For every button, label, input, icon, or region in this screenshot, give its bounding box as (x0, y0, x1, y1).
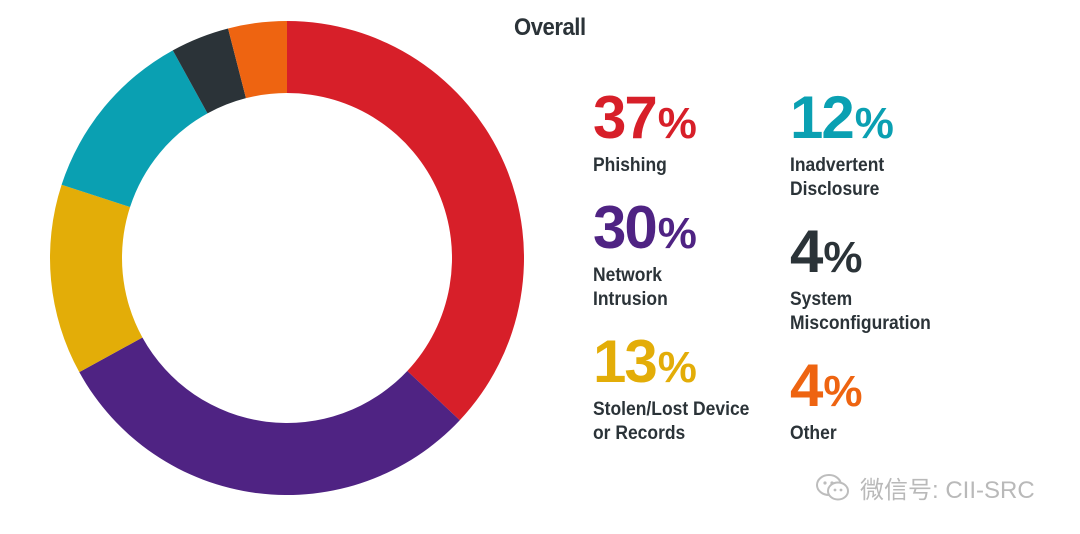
legend-value-inadvertent-disclosure: 12 (790, 84, 855, 151)
donut-slice-other (228, 21, 287, 99)
legend-label-network-intrusion: Network Intrusion (593, 265, 668, 310)
legend-label-other: Other (790, 423, 837, 444)
legend-item-other: 4% Other (790, 356, 863, 446)
legend-label-phishing: Phishing (593, 155, 667, 176)
percent-sign: % (823, 233, 863, 282)
chart-title: Overall (514, 14, 586, 41)
wechat-icon (816, 473, 849, 500)
percent-sign: % (854, 99, 894, 148)
watermark: 微信号: CII-SRC (816, 470, 1035, 505)
percent-sign: % (657, 343, 697, 392)
donut-chart (50, 21, 524, 495)
percent-sign: % (657, 209, 697, 258)
legend-label-stolen-lost-device: Stolen/Lost Device or Records (593, 399, 750, 444)
percent-sign: % (823, 367, 863, 416)
legend-item-inadvertent-disclosure: 12% Inadvertent Disclosure (790, 88, 894, 202)
legend-value-phishing: 37 (593, 84, 658, 151)
donut-slice-network-intrusion (79, 337, 460, 495)
donut-slice-system-misconfiguration (172, 28, 246, 114)
legend-value-network-intrusion: 30 (593, 194, 658, 261)
percent-sign: % (657, 99, 697, 148)
donut-slice-inadvertent-disclosure (61, 50, 208, 208)
donut-slice-phishing (287, 21, 524, 421)
legend-value-other: 4 (790, 352, 823, 419)
donut-slice-stolen-lost-device (50, 184, 143, 373)
legend-item-phishing: 37% Phishing (593, 88, 697, 178)
legend-label-system-misconfiguration: System Misconfiguration (790, 289, 931, 334)
legend-value-system-misconfiguration: 4 (790, 218, 823, 285)
legend-label-inadvertent-disclosure: Inadvertent Disclosure (790, 155, 885, 200)
legend-value-stolen-lost-device: 13 (593, 328, 658, 395)
legend-item-system-misconfiguration: 4% System Misconfiguration (790, 222, 943, 336)
legend-item-network-intrusion: 30% Network Intrusion (593, 198, 697, 312)
legend-item-stolen-lost-device: 13% Stolen/Lost Device or Records (593, 332, 763, 446)
watermark-text: 微信号: CII-SRC (860, 477, 1035, 504)
